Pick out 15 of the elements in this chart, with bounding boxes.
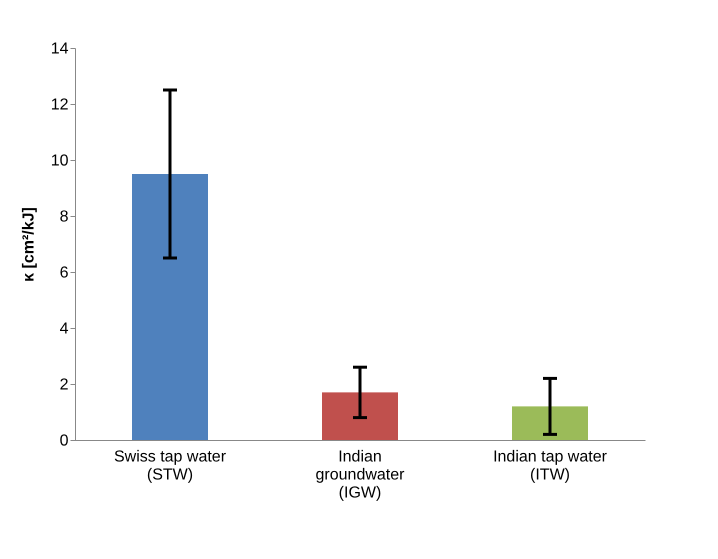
x-tick-label: Indian tap water (ITW) — [493, 448, 608, 484]
bar — [512, 406, 588, 440]
y-tick-label: 10 — [50, 152, 69, 170]
bar — [132, 174, 208, 440]
x-tick-label: Swiss tap water (STW) — [114, 448, 227, 484]
y-tick-label: 12 — [50, 96, 69, 114]
y-tick-label: 6 — [60, 264, 69, 282]
y-tick-label: 14 — [50, 40, 69, 58]
y-axis-title: κ [cm²/kJ] — [20, 207, 38, 282]
bar — [322, 392, 398, 440]
y-tick-label: 2 — [60, 376, 69, 394]
y-tick-label: 8 — [60, 208, 69, 226]
y-tick-label: 4 — [60, 320, 69, 338]
x-tick-label: Indian groundwater (IGW) — [316, 448, 406, 502]
y-tick-label: 0 — [60, 432, 69, 450]
